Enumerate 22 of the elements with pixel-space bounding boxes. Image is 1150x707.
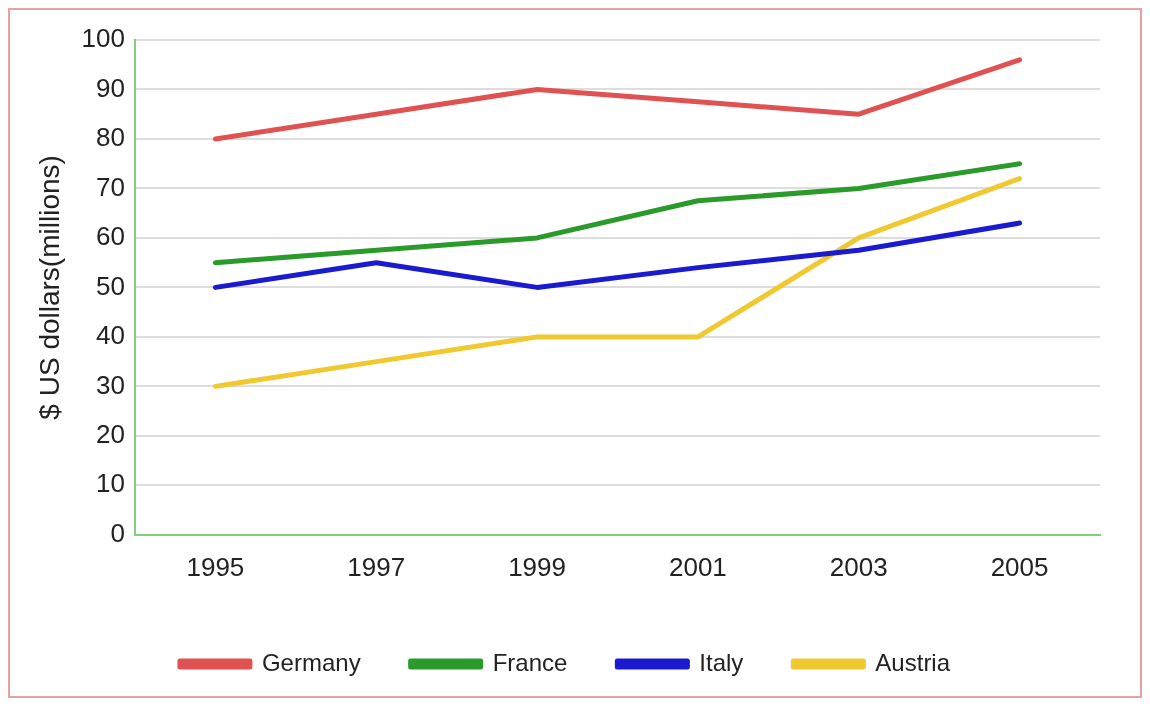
y-tick-label: 40 [96,320,125,351]
x-tick-label: 2003 [829,551,888,582]
x-tick-label: 1995 [186,551,245,582]
y-tick-label: 0 [110,517,125,548]
y-axis-title: $ US dollars(millions) [33,155,65,420]
x-tick-label: 2001 [668,551,727,582]
y-tick-label: 90 [96,72,125,103]
legend-label: Germany [261,648,361,676]
y-tick-label: 50 [96,270,125,301]
y-tick-label: 60 [96,221,125,252]
y-tick-label: 30 [96,369,125,400]
y-tick-label: 80 [96,122,125,153]
y-tick-label: 70 [96,171,125,202]
x-tick-label: 1999 [508,551,566,582]
x-tick-label: 2005 [990,551,1049,582]
legend-label: Italy [699,648,744,676]
y-tick-label: 100 [81,23,125,54]
y-tick-label: 10 [96,468,125,499]
legend-label: France [492,648,568,676]
y-tick-label: 20 [96,419,125,450]
legend-label: Austria [875,648,951,676]
x-tick-label: 1997 [347,551,406,582]
